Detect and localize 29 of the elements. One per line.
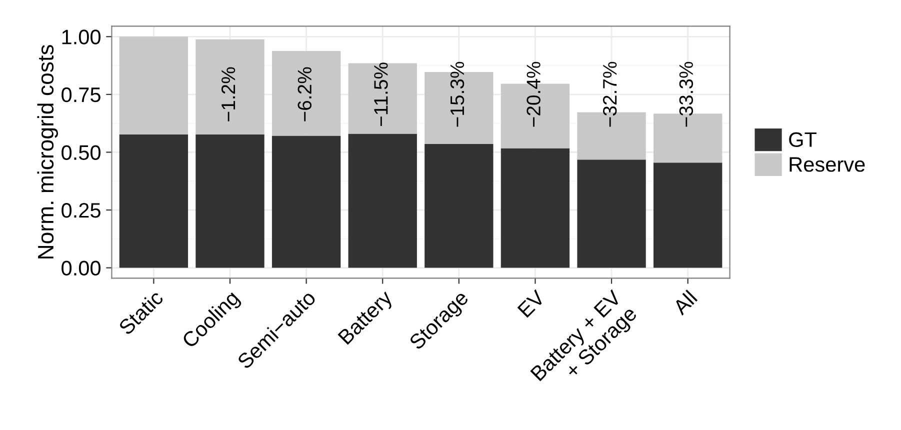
annotation: −1.2%: [221, 67, 236, 122]
bar: [119, 36, 188, 134]
y-tick-label: 0.00: [62, 260, 100, 276]
bar: [272, 136, 341, 268]
bar: [196, 39, 264, 134]
annotation: −11.5%: [374, 62, 388, 126]
annotation: −33.3%: [679, 62, 694, 127]
annotation: −15.3%: [450, 62, 464, 127]
bar: [348, 63, 417, 134]
bar: [272, 50, 341, 136]
y-tick-label: 0.25: [62, 203, 100, 218]
bar: [348, 134, 417, 268]
annotation: −20.4%: [526, 62, 540, 127]
bar: [577, 160, 646, 268]
annotation: −6.2%: [298, 67, 312, 122]
x-tick-label: EV: [517, 289, 546, 318]
bar: [500, 148, 570, 268]
bar: [196, 134, 264, 268]
y-tick-label: 1.00: [62, 30, 100, 44]
legend-label: Reserve: [790, 157, 865, 172]
legend-label: GT: [789, 132, 817, 148]
y-axis-title: Norm. microgrid costs: [37, 44, 58, 258]
bar: [424, 144, 494, 268]
y-tick-label: 0.50: [62, 145, 100, 160]
x-tick-label: All: [672, 290, 698, 316]
annotation: −32.7%: [602, 62, 617, 127]
bar: [654, 162, 722, 268]
bar: [119, 134, 188, 268]
y-tick-label: 0.75: [62, 87, 100, 102]
